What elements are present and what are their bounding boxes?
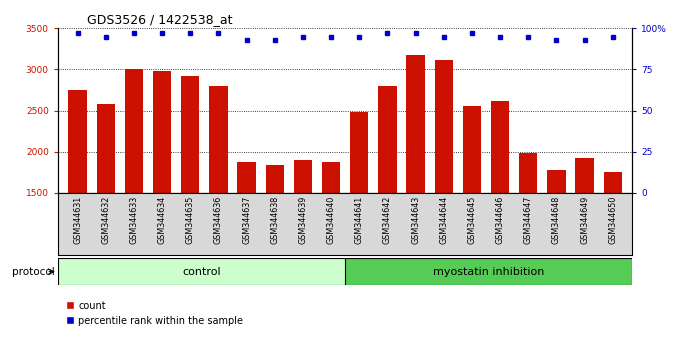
Text: control: control	[182, 267, 221, 277]
Bar	[350, 112, 369, 193]
Text: GSM344639: GSM344639	[299, 196, 307, 244]
Bar	[124, 69, 143, 193]
Text: GSM344649: GSM344649	[580, 196, 589, 244]
Text: GSM344640: GSM344640	[326, 196, 335, 244]
Bar	[58, 258, 345, 285]
Text: GSM344633: GSM344633	[129, 196, 138, 244]
Bar	[265, 165, 284, 193]
Text: GSM344648: GSM344648	[552, 196, 561, 244]
Text: GSM344642: GSM344642	[383, 196, 392, 244]
Bar	[345, 258, 632, 285]
Text: GSM344631: GSM344631	[73, 196, 82, 244]
Bar	[435, 59, 453, 193]
Bar	[519, 153, 537, 193]
Text: GDS3526 / 1422538_at: GDS3526 / 1422538_at	[86, 13, 232, 26]
Text: GSM344632: GSM344632	[101, 196, 110, 244]
Text: myostatin inhibition: myostatin inhibition	[433, 267, 545, 277]
Bar	[237, 162, 256, 193]
Text: GSM344644: GSM344644	[439, 196, 448, 244]
Bar	[69, 90, 86, 193]
Bar	[181, 76, 199, 193]
Text: GSM344638: GSM344638	[270, 196, 279, 244]
Text: protocol: protocol	[12, 267, 54, 277]
Text: GSM344641: GSM344641	[355, 196, 364, 244]
Text: GSM344637: GSM344637	[242, 196, 251, 244]
Bar	[604, 172, 622, 193]
Text: GSM344634: GSM344634	[158, 196, 167, 244]
Bar	[407, 56, 425, 193]
Text: GSM344643: GSM344643	[411, 196, 420, 244]
Text: GSM344647: GSM344647	[524, 196, 532, 244]
Text: GSM344635: GSM344635	[186, 196, 194, 244]
Bar	[575, 158, 594, 193]
Legend: count, percentile rank within the sample: count, percentile rank within the sample	[63, 297, 247, 330]
Text: GSM344645: GSM344645	[467, 196, 477, 244]
Bar	[153, 71, 171, 193]
Bar	[462, 106, 481, 193]
Bar	[294, 160, 312, 193]
Bar	[97, 104, 115, 193]
Text: GSM344650: GSM344650	[608, 196, 617, 244]
Bar	[209, 86, 228, 193]
Bar	[547, 170, 566, 193]
Bar	[322, 162, 340, 193]
Text: GSM344636: GSM344636	[214, 196, 223, 244]
Text: GSM344646: GSM344646	[496, 196, 505, 244]
Bar	[378, 86, 396, 193]
Bar	[491, 101, 509, 193]
